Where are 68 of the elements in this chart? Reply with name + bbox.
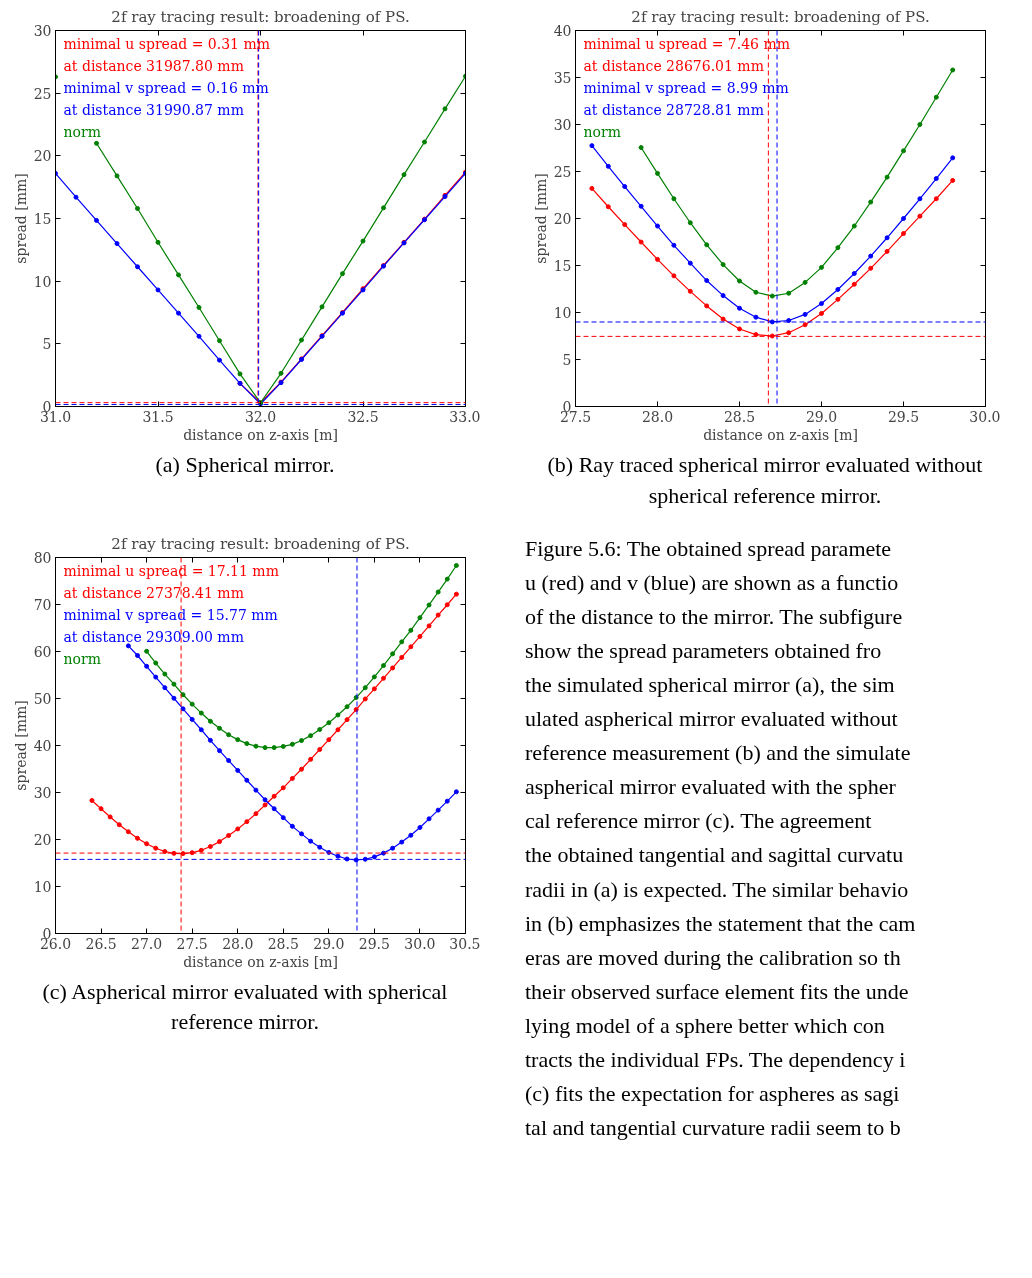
x-tick-label: 27.5 (176, 935, 208, 952)
text: (a) Spherical mirror. (155, 451, 335, 479)
annotation: minimal u spread = 17.11 mm (63, 562, 279, 579)
annotation: minimal v spread = 8.99 mm (583, 79, 789, 96)
annotation: minimal u spread = 7.46 mm (583, 35, 790, 52)
x-tick-label: 26.5 (85, 935, 117, 952)
x-tick-label: 29.5 (358, 935, 390, 952)
y-tick-label: 25 (553, 164, 572, 180)
y-tick-label: 10 (33, 878, 52, 895)
annotation: at distance 31990.87 mm (63, 101, 244, 118)
y-axis-title: spread [mm] (12, 699, 29, 791)
chart-title: 2f ray tracing result: broadening of PS. (111, 534, 410, 553)
y-tick-label: 15 (553, 258, 572, 274)
x-tick-label: 30.0 (969, 408, 1001, 425)
y-tick-label: 70 (33, 596, 52, 613)
y-tick-label: 30 (33, 784, 52, 801)
annotation: at distance 29309.00 mm (63, 628, 244, 645)
y-tick-label: 5 (562, 352, 572, 368)
annotation: at distance 27378.41 mm (63, 584, 244, 601)
x-tick-label: 28.0 (641, 408, 674, 425)
annotation: minimal u spread = 0.31 mm (63, 35, 270, 52)
y-axis-title: spread [mm] (532, 173, 549, 264)
x-tick-label: 28.0 (222, 935, 254, 952)
series-label: norm (63, 123, 101, 140)
annotation: at distance 28676.01 mm (583, 57, 764, 74)
chart-title: 2f ray tracing result: broadening of PS. (631, 7, 930, 26)
x-tick-label: 27.0 (131, 935, 163, 952)
x-tick-label: 32.0 (244, 408, 277, 425)
x-tick-label: 29.0 (805, 408, 838, 425)
y-tick-label: 50 (33, 690, 52, 707)
y-tick-label: 20 (33, 148, 52, 165)
y-tick-label: 10 (553, 305, 572, 321)
text: Figure 5.6: The obtained spread paramete u (red) and v (blue) are shown as a functio of the distance to the mirror. The subfigure show the spread parameters obtained fro the simulated spherical mirror (a), the sim ulated aspherical mirror evaluated without reference measurement (b) and the simulate aspherical mirror evaluated with the spher cal reference mirror (c). The agreement the obtained tangential and sagittal curvatu radii in (a) is expected. The similar behavio in (b) emphasizes the statement that the cam eras are moved during the calibration so th their observed surface element fits the unde lying model of a sphere better which con tracts the individual FPs. The dependency i (c) fits the expectation for aspheres as sagi tal and tangential curvature radii seem to b (525, 535, 916, 1141)
y-tick-label: 80 (33, 549, 52, 566)
annotation: minimal v spread = 0.16 mm (63, 79, 269, 96)
x-tick-label: 29.5 (887, 408, 920, 425)
x-tick-label: 32.5 (347, 408, 379, 425)
y-tick-label: 15 (33, 211, 52, 227)
annotation: minimal v spread = 15.77 mm (63, 606, 278, 623)
x-tick-label: 31.5 (142, 408, 174, 425)
y-tick-label: 20 (33, 831, 52, 848)
x-tick-label: 33.0 (449, 408, 481, 425)
y-tick-label: 35 (553, 70, 572, 86)
x-axis-title: distance on z-axis [m] (183, 426, 338, 443)
text: (b) Ray traced spherical mirror evaluated without spherical reference mirror. (546, 451, 984, 510)
y-tick-label: 30 (553, 117, 572, 133)
series-label: norm (583, 123, 621, 140)
x-tick-label: 30.0 (404, 935, 436, 952)
y-tick-label: 30 (33, 23, 52, 39)
y-tick-label: 25 (33, 85, 52, 102)
y-tick-label: 40 (553, 23, 572, 39)
x-axis-title: distance on z-axis [m] (703, 426, 858, 443)
text: (c) Aspherical mirror evaluated with spherical reference mirror. (41, 977, 449, 1037)
y-axis-title: spread [mm] (12, 173, 29, 264)
x-tick-label: 29.0 (313, 935, 345, 952)
y-tick-label: 10 (33, 273, 52, 290)
x-tick-label: 30.5 (449, 935, 481, 952)
x-tick-label: 28.5 (267, 935, 299, 952)
chart-title: 2f ray tracing result: broadening of PS. (111, 7, 410, 26)
x-axis-title: distance on z-axis [m] (183, 953, 338, 970)
y-tick-label: 20 (553, 211, 572, 227)
y-tick-label: 5 (42, 336, 52, 353)
text: norm (63, 650, 101, 667)
annotation: at distance 28728.81 mm (583, 101, 764, 118)
y-tick-label: 40 (33, 737, 52, 754)
y-tick-label: 60 (33, 643, 52, 660)
x-tick-label: 28.5 (723, 408, 756, 425)
annotation: at distance 31987.80 mm (63, 57, 244, 74)
